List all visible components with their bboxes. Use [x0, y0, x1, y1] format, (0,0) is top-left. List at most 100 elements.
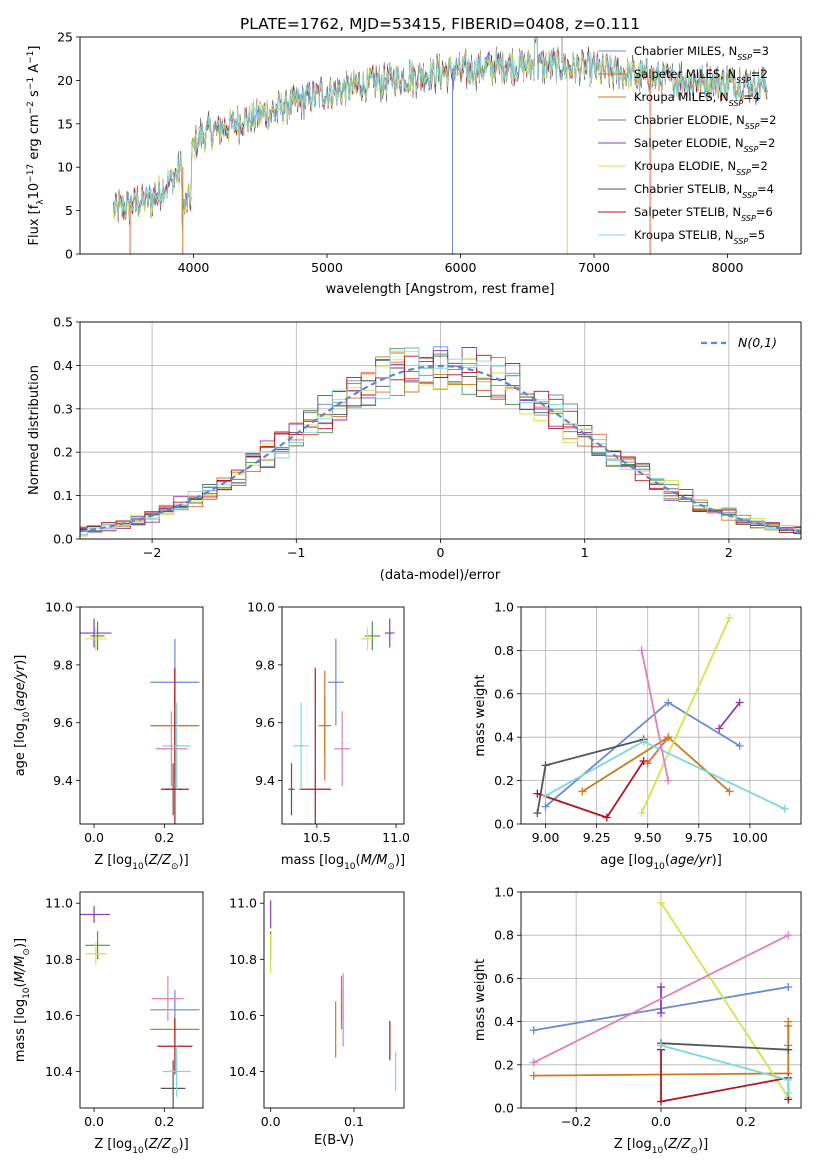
y-axis-label-part: −17: [26, 164, 36, 183]
histogram-step: [80, 347, 801, 533]
x-axis-label-part: )]: [179, 1137, 189, 1152]
x-tick-label: 2: [725, 545, 733, 560]
weight-marker: [657, 1008, 665, 1017]
legend-entry: Salpeter STELIB, NSSP=6: [634, 205, 773, 223]
x-tick-label: 9.50: [634, 830, 662, 845]
x-axis-label-part: 10: [344, 862, 356, 872]
x-axis-label-part: 10: [653, 862, 665, 872]
y-axis-label-part: −2: [26, 101, 36, 114]
legend-entry-part: , N: [725, 205, 741, 219]
weight-marker: [725, 787, 734, 796]
plot-area-spectrum: [113, 37, 768, 254]
y-tick-label: 0.2: [53, 445, 73, 460]
weight-marker: [533, 809, 542, 818]
weight-marker: [664, 698, 673, 707]
x-tick-label: 0.0: [84, 830, 104, 845]
y-axis-label: mass weight: [473, 959, 488, 1041]
legend-entry-part: , N: [713, 90, 729, 104]
legend-entry: Salpeter MILES, NSSP=2: [634, 67, 768, 85]
x-axis-label-part: ⊙: [387, 862, 395, 872]
y-axis-label: age [log10(age/yr)]: [13, 655, 32, 777]
axes-frame: [263, 891, 405, 1109]
x-axis-label-part: 10: [652, 1146, 664, 1156]
legend-entry-n: 2: [769, 113, 776, 127]
x-axis-label-part: (: [144, 1137, 149, 1152]
y-tick-label: 0.4: [53, 358, 73, 373]
normal-curve: [80, 364, 801, 533]
weight-line: [545, 740, 785, 810]
y-tick-label: 9.4: [53, 773, 73, 788]
weight-line: [544, 701, 741, 808]
weight-marker: [541, 791, 550, 800]
y-axis-label-part: (: [13, 982, 28, 987]
x-axis-label-part: mass [log: [281, 853, 344, 868]
weight-line: [640, 650, 670, 781]
legend-entry-name: Salpeter MILES: [634, 67, 720, 81]
y-tick-label: 0.0: [494, 1101, 514, 1116]
weight-marker: [602, 813, 611, 822]
y-axis-label-part: M/M: [13, 956, 28, 983]
y-tick-label: 0.4: [494, 730, 514, 745]
y-tick-label: 0.2: [494, 773, 514, 788]
legend-entry-part: SSP: [729, 99, 744, 108]
legend-entry: Kroupa MILES, NSSP=4: [634, 90, 760, 108]
y-axis-label-part: ⊙: [22, 948, 32, 956]
plot-area-mass_vs_ebv: [270, 900, 397, 1092]
x-axis-label-part: Z [log: [94, 1137, 132, 1152]
y-axis-label-part: Flux [f: [27, 204, 42, 245]
legend-entry-name: Salpeter ELODIE: [634, 136, 728, 150]
legend-entry-part: , N: [728, 136, 744, 150]
axes-frame: [79, 36, 802, 255]
x-tick-label: −0.2: [561, 1114, 591, 1129]
x-axis-label: wavelength [Angstrom, rest frame]: [326, 282, 555, 297]
y-axis-label: mass weight: [473, 674, 488, 756]
axes-spectrum: 4000 5000 6000 7000 80000510152025wavelength…: [26, 30, 802, 297]
y-tick-label: 0.8: [494, 643, 514, 658]
weight-marker: [664, 776, 673, 785]
legend-entry-part: SSP: [744, 145, 759, 154]
legend-entry-name: Kroupa STELIB: [634, 228, 718, 242]
plot-area-weight_vs_Z: [529, 898, 793, 1106]
y-tick-label: 9.6: [53, 715, 73, 730]
histogram-step: [80, 350, 801, 537]
weight-line: [718, 701, 741, 730]
y-tick-label: 0.4: [494, 1014, 514, 1029]
weight-marker: [657, 983, 665, 992]
x-tick-label: 8000: [712, 260, 744, 275]
weight-marker: [541, 802, 550, 811]
axes-frame: [281, 606, 405, 825]
y-axis-label-part: erg cm: [27, 114, 42, 163]
x-axis-label-part: Z [log: [614, 1137, 652, 1152]
x-tick-label: 0.0: [651, 1114, 671, 1129]
weight-marker: [637, 809, 646, 818]
axes-frame: [520, 891, 802, 1109]
legend-entry-part: =: [752, 44, 762, 58]
x-axis-label: mass [log10(M/M⊙)]: [281, 853, 405, 872]
x-tick-label: 0.2: [154, 1114, 174, 1129]
y-axis-label-part: mass [log: [13, 999, 28, 1062]
y-axis-label: Normed distribution: [27, 365, 42, 495]
legend-entry-part: =: [758, 136, 768, 150]
weight-marker: [533, 789, 542, 798]
weight-marker: [725, 613, 734, 622]
x-axis-label-part: (: [665, 853, 670, 868]
legend-entry-part: SSP: [742, 191, 757, 200]
y-axis-label-part: ]: [27, 46, 42, 51]
y-tick-label: 0.8: [494, 928, 514, 943]
legend-entry-part: =: [751, 67, 761, 81]
x-tick-label: 0: [437, 545, 445, 560]
weight-marker: [784, 1045, 793, 1054]
weight-marker: [784, 931, 793, 940]
x-axis-label-part: )]: [179, 853, 189, 868]
legend-entry-part: =: [751, 159, 761, 173]
y-tick-label: 15: [57, 116, 73, 131]
plot-area-mass_vs_Z: [80, 906, 200, 1108]
legend-entry-n: 2: [768, 136, 775, 150]
y-tick-label: 5: [65, 203, 73, 218]
axes-weight_vs_age: 9.00 9.25 9.50 9.75 10.00 0.0 0.2 0.4 0.6 0.8 1.0 a…: [473, 600, 802, 872]
weight-marker: [637, 646, 646, 655]
x-axis-label-part: ⊙: [690, 1146, 698, 1156]
y-tick-label: 11.0: [45, 896, 73, 911]
y-axis-label-part: 10: [22, 987, 32, 999]
legend-entry-name: Kroupa ELODIE: [634, 159, 720, 173]
